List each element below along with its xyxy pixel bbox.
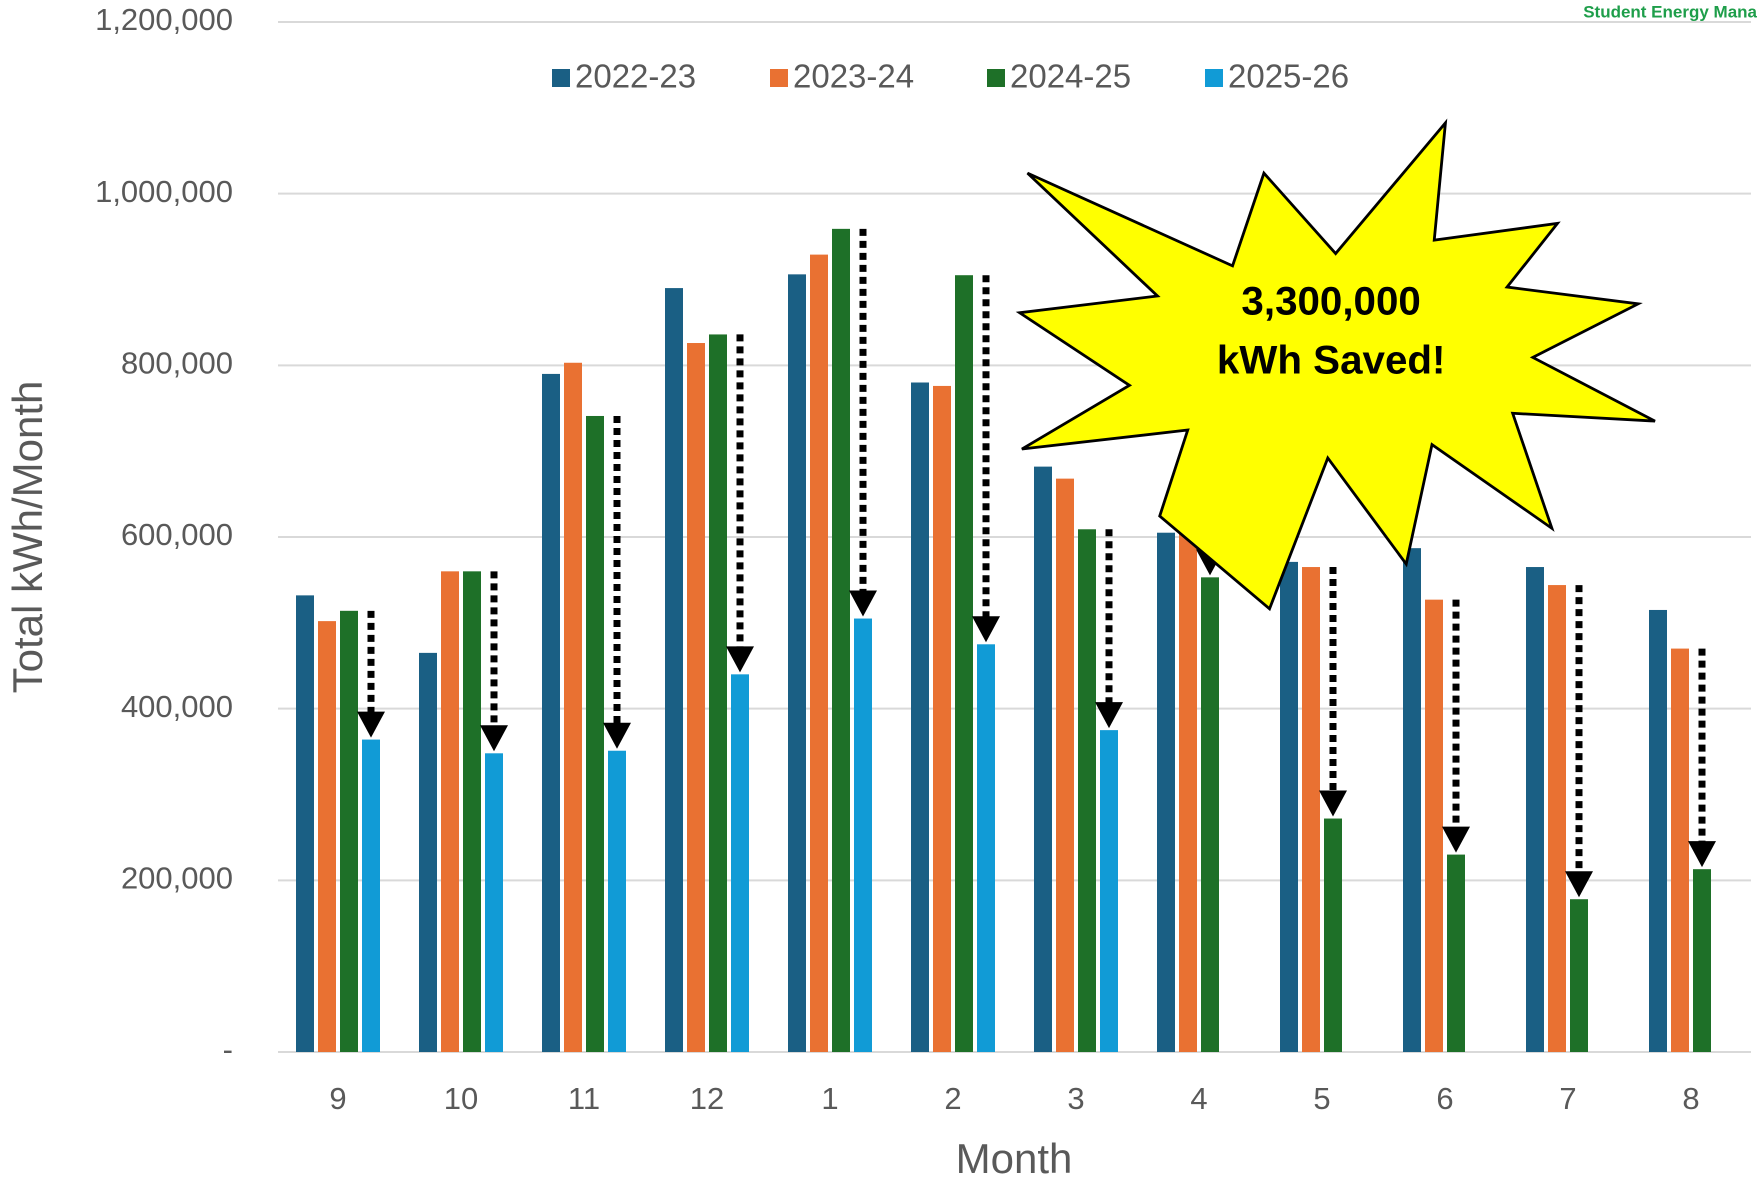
- savings-arrowhead: [357, 711, 385, 738]
- annotation-line: 3,300,000: [1241, 279, 1420, 324]
- bar: [1649, 609, 1667, 1052]
- legend-label: 2023-24: [793, 58, 914, 95]
- bar: [1179, 507, 1197, 1053]
- legend-swatch: [770, 69, 788, 87]
- corner-text: Student Energy Mana: [1583, 2, 1757, 21]
- x-tick-label: 9: [329, 1081, 346, 1116]
- savings-arrowhead: [1565, 871, 1593, 898]
- x-tick-label: 12: [690, 1081, 724, 1116]
- legend-label: 2024-25: [1010, 58, 1131, 95]
- y-axis-title: Total kWh/Month: [4, 381, 51, 694]
- legend-label: 2025-26: [1228, 58, 1349, 95]
- x-tick-label: 1: [821, 1081, 838, 1116]
- bar: [340, 610, 358, 1052]
- bar: [296, 595, 314, 1052]
- x-axis-title: Month: [956, 1135, 1073, 1182]
- bar: [731, 674, 749, 1052]
- savings-arrowhead: [1442, 826, 1470, 853]
- bar: [1100, 730, 1118, 1052]
- y-tick-label: 1,200,000: [95, 2, 233, 37]
- bar: [564, 362, 582, 1053]
- x-tick-label: 3: [1067, 1081, 1084, 1116]
- bar: [977, 644, 995, 1052]
- savings-arrowhead: [972, 616, 1000, 643]
- x-tick-label: 2: [944, 1081, 961, 1116]
- x-tick-label: 7: [1559, 1081, 1576, 1116]
- bar: [1403, 548, 1421, 1052]
- bar: [854, 618, 872, 1052]
- y-tick-label: 400,000: [121, 689, 233, 724]
- bar: [485, 753, 503, 1052]
- bar: [1693, 869, 1711, 1052]
- legend-swatch: [987, 69, 1005, 87]
- bar: [1201, 577, 1219, 1052]
- bar: [1280, 561, 1298, 1052]
- savings-arrowhead: [603, 722, 631, 749]
- bar: [709, 334, 727, 1052]
- bar: [362, 739, 380, 1052]
- bar: [788, 274, 806, 1053]
- bar: [586, 415, 604, 1053]
- bar: [1671, 648, 1689, 1052]
- bar: [955, 275, 973, 1052]
- bar: [1425, 599, 1443, 1052]
- bar: [1447, 854, 1465, 1052]
- savings-arrowhead: [1319, 790, 1347, 817]
- bar: [463, 571, 481, 1052]
- bar: [1570, 899, 1588, 1052]
- y-tick-label: -: [223, 1032, 233, 1067]
- annotation-line: kWh Saved!: [1217, 338, 1446, 383]
- legend-label: 2022-23: [575, 58, 696, 95]
- legend-swatch: [1205, 69, 1223, 87]
- bar: [441, 571, 459, 1052]
- y-tick-label: 600,000: [121, 517, 233, 552]
- x-tick-label: 10: [444, 1081, 478, 1116]
- x-tick-label: 4: [1190, 1081, 1207, 1116]
- x-tick-label: 8: [1682, 1081, 1699, 1116]
- y-tick-label: 1,000,000: [95, 174, 233, 209]
- x-tick-label: 6: [1436, 1081, 1453, 1116]
- x-tick-label: 5: [1313, 1081, 1330, 1116]
- y-tick-label: 200,000: [121, 861, 233, 896]
- bar: [810, 254, 828, 1052]
- bar: [1302, 567, 1320, 1052]
- bar: [1157, 532, 1175, 1052]
- bar: [1324, 818, 1342, 1052]
- starburst: 3,300,000 kWh Saved!: [1015, 118, 1656, 612]
- starburst-shape: [1015, 118, 1656, 612]
- savings-arrowhead: [480, 725, 508, 752]
- bar: [933, 385, 951, 1052]
- bar: [911, 382, 929, 1052]
- plot-area: - 200,000 400,000 600,000 800,000 1,000,000 1,…: [95, 2, 1751, 1116]
- bar: [608, 750, 626, 1052]
- bar: [318, 621, 336, 1052]
- savings-arrowhead: [1095, 702, 1123, 729]
- legend-swatch: [552, 69, 570, 87]
- savings-arrowhead: [849, 590, 877, 617]
- bar: [665, 288, 683, 1052]
- bar: [1078, 529, 1096, 1052]
- bar: [687, 343, 705, 1052]
- x-tick-label: 11: [568, 1081, 600, 1116]
- savings-arrowhead: [1688, 841, 1716, 868]
- bar: [1034, 466, 1052, 1052]
- bar: [832, 228, 850, 1052]
- y-tick-label: 800,000: [121, 346, 233, 381]
- bar: [419, 652, 437, 1052]
- bar: [1056, 478, 1074, 1053]
- savings-arrowhead: [726, 646, 754, 673]
- bar: [542, 373, 560, 1053]
- bar: [1548, 585, 1566, 1052]
- bar: [1526, 567, 1544, 1052]
